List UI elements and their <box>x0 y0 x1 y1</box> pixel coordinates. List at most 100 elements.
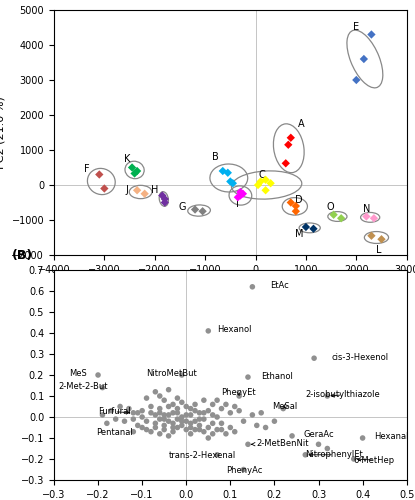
Point <box>174 424 181 432</box>
Point <box>285 141 292 149</box>
Point <box>156 404 163 412</box>
Point <box>338 214 344 222</box>
Point <box>99 384 106 392</box>
Point <box>236 392 242 400</box>
X-axis label: PC1 (38.6 %): PC1 (38.6 %) <box>194 280 267 290</box>
Point <box>363 212 370 220</box>
Point <box>310 225 317 233</box>
Point <box>159 192 166 200</box>
Point <box>143 426 150 434</box>
Point <box>214 413 220 421</box>
Point <box>237 188 244 196</box>
Point <box>280 404 287 412</box>
Text: H: H <box>151 185 159 195</box>
Y-axis label: PC2 (21.0 %): PC2 (21.0 %) <box>0 96 6 169</box>
Text: E: E <box>353 22 359 32</box>
Point <box>262 186 269 194</box>
Point <box>161 422 168 430</box>
Point <box>96 170 103 178</box>
Point <box>245 373 251 381</box>
Point <box>143 417 150 425</box>
Point <box>353 76 360 84</box>
Point <box>161 396 168 404</box>
Point <box>196 422 203 430</box>
Point <box>245 440 251 448</box>
Point <box>183 411 190 419</box>
Point <box>165 386 172 394</box>
Point <box>178 413 185 421</box>
Point <box>192 417 198 425</box>
Point <box>249 411 256 419</box>
Point <box>139 406 146 414</box>
Point <box>130 428 137 436</box>
Point <box>222 400 229 408</box>
Point <box>324 444 331 452</box>
Point <box>170 428 176 436</box>
Text: C: C <box>258 170 265 180</box>
Point <box>237 192 244 200</box>
Point <box>131 170 138 177</box>
Point <box>156 409 163 417</box>
Point <box>236 406 242 414</box>
Point <box>126 404 132 412</box>
Point <box>142 190 148 198</box>
Point <box>152 420 159 428</box>
Text: L: L <box>376 244 382 255</box>
Point <box>196 409 203 417</box>
Point <box>254 422 260 430</box>
Point <box>205 327 212 335</box>
Point <box>196 426 203 434</box>
Point <box>152 424 159 432</box>
Text: EtAc: EtAc <box>270 282 289 290</box>
Point <box>134 167 140 175</box>
Point <box>255 181 261 189</box>
Point <box>257 178 264 186</box>
Point <box>289 432 295 440</box>
Point <box>227 409 234 417</box>
Point <box>200 409 207 417</box>
Point <box>183 402 190 410</box>
Point <box>210 411 216 419</box>
Point <box>152 388 159 396</box>
Point <box>101 184 107 192</box>
Point <box>178 417 185 425</box>
Point <box>210 430 216 438</box>
Point <box>302 451 309 459</box>
Point <box>262 424 269 432</box>
Point <box>121 417 128 425</box>
Text: K: K <box>124 154 130 164</box>
Text: 6-MetHep: 6-MetHep <box>354 456 395 464</box>
Point <box>161 198 168 206</box>
Point <box>368 232 375 240</box>
Point <box>174 404 181 412</box>
Point <box>183 426 190 434</box>
Point <box>192 426 198 434</box>
Point <box>351 455 357 463</box>
Point <box>187 420 194 428</box>
Point <box>210 420 216 428</box>
Point <box>232 402 238 410</box>
Point <box>152 411 159 419</box>
Point <box>117 402 123 410</box>
Text: N: N <box>363 204 370 214</box>
Point <box>378 236 385 244</box>
Text: G: G <box>179 202 186 212</box>
Point <box>148 402 154 410</box>
Point <box>288 134 294 142</box>
Text: Pentanal: Pentanal <box>96 428 132 437</box>
Text: trans-2-Hexenal: trans-2-Hexenal <box>168 452 236 460</box>
Point <box>283 160 289 168</box>
Text: B: B <box>212 152 219 162</box>
Point <box>229 179 236 187</box>
Point <box>156 430 163 438</box>
Point <box>271 417 278 425</box>
Point <box>249 283 256 291</box>
Point <box>134 422 141 430</box>
Point <box>234 193 241 201</box>
Point <box>359 434 366 442</box>
Text: 2-MetBenNit: 2-MetBenNit <box>251 440 309 448</box>
Point <box>218 426 225 434</box>
Point <box>192 206 198 214</box>
Point <box>371 214 377 222</box>
Point <box>170 400 176 408</box>
